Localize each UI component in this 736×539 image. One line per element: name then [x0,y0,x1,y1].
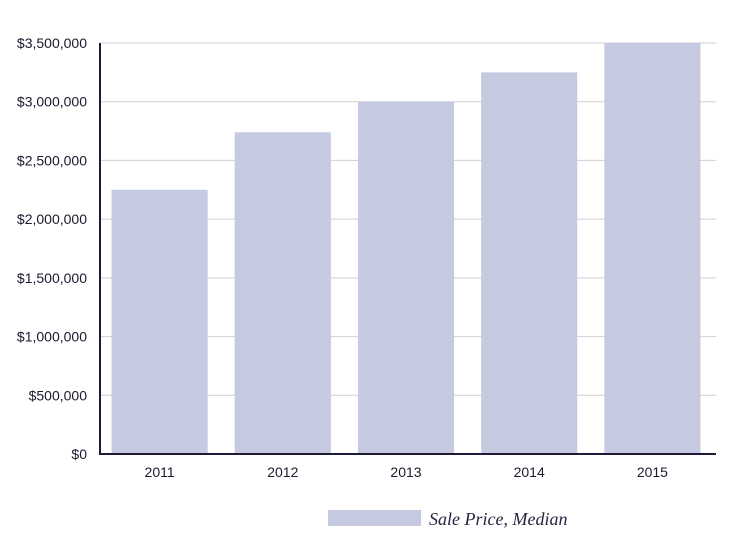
legend: Sale Price, Median [328,509,567,529]
y-tick-label: $2,000,000 [17,211,87,227]
legend-label: Sale Price, Median [429,509,567,529]
x-tick-label: 2011 [145,464,175,480]
bar-2012 [234,132,331,454]
y-tick-labels: $0 $500,000 $1,000,000 $1,500,000 $2,000,000… [17,35,87,462]
legend-swatch [328,510,421,526]
y-tick-label: $3,000,000 [17,94,87,110]
y-tick-label: $1,500,000 [17,270,87,286]
bar-2011 [111,189,208,455]
y-tick-label: $500,000 [29,387,88,403]
bar-2015 [604,43,701,454]
x-tick-label: 2012 [267,464,298,480]
y-tick-label: $0 [71,446,87,462]
x-tick-label: 2015 [637,464,668,480]
x-tick-label: 2013 [390,464,421,480]
y-tick-label: $1,000,000 [17,329,87,345]
bar-2013 [357,101,455,454]
y-tick-label: $2,500,000 [17,152,87,168]
bar-2014 [481,72,578,454]
x-tick-labels: 2011 2012 2013 2014 2015 [145,464,669,480]
x-tick-label: 2014 [514,464,545,480]
y-tick-label: $3,500,000 [17,35,87,51]
bars [111,43,701,455]
axes [99,43,716,455]
